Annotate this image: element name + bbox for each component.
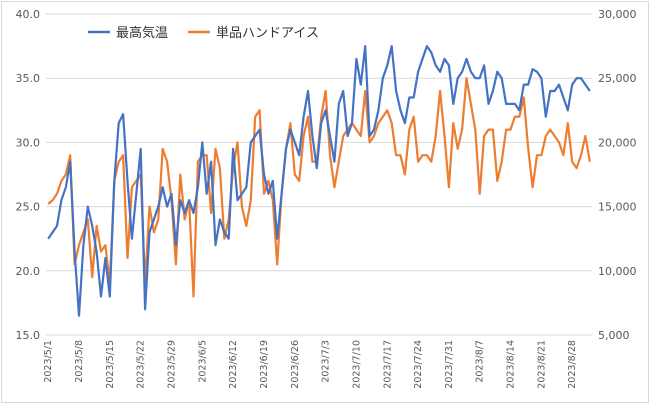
y-right-tick-label: 5,000 — [598, 329, 630, 342]
right-axis-ticks: 5,000 10,000 15,000 20,000 25,000 30,000 — [598, 8, 637, 342]
x-tick-label: 2023/7/10 — [351, 340, 362, 389]
x-tick-label: 2023/7/17 — [382, 340, 393, 389]
x-tick-label: 2023/7/31 — [444, 340, 455, 389]
x-axis-ticks: 2023/5/1 2023/5/8 2023/5/15 2023/5/22 2023/5… — [43, 340, 578, 389]
y-right-tick-label: 30,000 — [598, 8, 637, 21]
x-tick-label: 2023/8/7 — [475, 340, 486, 383]
left-axis-ticks: 15.0 20.0 25.0 30.0 35.0 40.0 — [16, 8, 41, 342]
x-tick-label: 2023/8/28 — [567, 340, 578, 389]
x-tick-label: 2023/6/12 — [228, 340, 239, 389]
y-right-tick-label: 20,000 — [598, 136, 637, 149]
x-tick-label: 2023/5/1 — [43, 340, 54, 383]
legend-label: 単品ハンドアイス — [216, 25, 319, 41]
y-left-tick-label: 20.0 — [16, 265, 41, 278]
series-line-left — [47, 44, 591, 317]
legend: 最高気温 単品ハンドアイス — [88, 25, 319, 41]
x-tick-label: 2023/7/3 — [321, 340, 332, 383]
y-left-tick-label: 30.0 — [16, 136, 41, 149]
x-tick-label: 2023/6/26 — [290, 340, 301, 389]
series-lines — [47, 44, 591, 317]
series-line-right — [47, 77, 591, 298]
y-left-tick-label: 25.0 — [16, 201, 41, 214]
y-left-tick-label: 15.0 — [16, 329, 41, 342]
gridlines — [46, 13, 592, 336]
y-left-tick-label: 40.0 — [16, 8, 41, 21]
y-right-tick-label: 25,000 — [598, 72, 637, 85]
x-tick-label: 2023/5/29 — [166, 340, 177, 389]
legend-label: 最高気温 — [116, 25, 168, 41]
x-tick-label: 2023/6/19 — [259, 340, 270, 389]
x-tick-label: 2023/5/8 — [74, 340, 85, 383]
x-tick-label: 2023/7/24 — [413, 340, 424, 389]
x-tick-label: 2023/8/21 — [536, 340, 547, 389]
x-tick-label: 2023/5/22 — [136, 340, 147, 389]
y-left-tick-label: 35.0 — [16, 72, 41, 85]
y-right-tick-label: 15,000 — [598, 201, 637, 214]
x-tick-label: 2023/8/14 — [506, 340, 517, 389]
x-tick-label: 2023/5/15 — [105, 340, 116, 389]
y-right-tick-label: 10,000 — [598, 265, 637, 278]
x-tick-label: 2023/6/5 — [197, 340, 208, 383]
